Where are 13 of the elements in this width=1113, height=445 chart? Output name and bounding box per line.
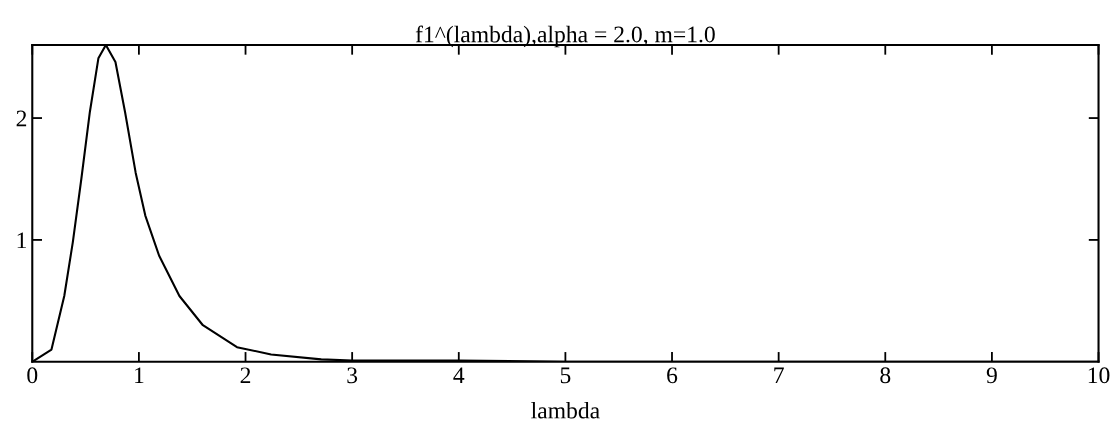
x-tick-label: 3 <box>347 367 358 384</box>
x-tick-label: 2 <box>240 367 251 384</box>
x-axis-title: lambda <box>531 401 600 419</box>
x-tick-label: 10 <box>1088 367 1110 384</box>
x-tick-label: 1 <box>135 367 144 384</box>
x-tick-label: 9 <box>986 367 997 384</box>
x-tick-label: 4 <box>453 367 465 384</box>
x-tick-label: 6 <box>667 367 678 384</box>
x-tick-label: 8 <box>880 367 891 384</box>
x-tick-label: 0 <box>27 367 38 384</box>
x-tick-label: 7 <box>774 367 784 384</box>
chart-title: f1^(lambda),alpha = 2.0, m=1.0 <box>415 25 715 48</box>
x-tick-label: 5 <box>560 367 571 384</box>
